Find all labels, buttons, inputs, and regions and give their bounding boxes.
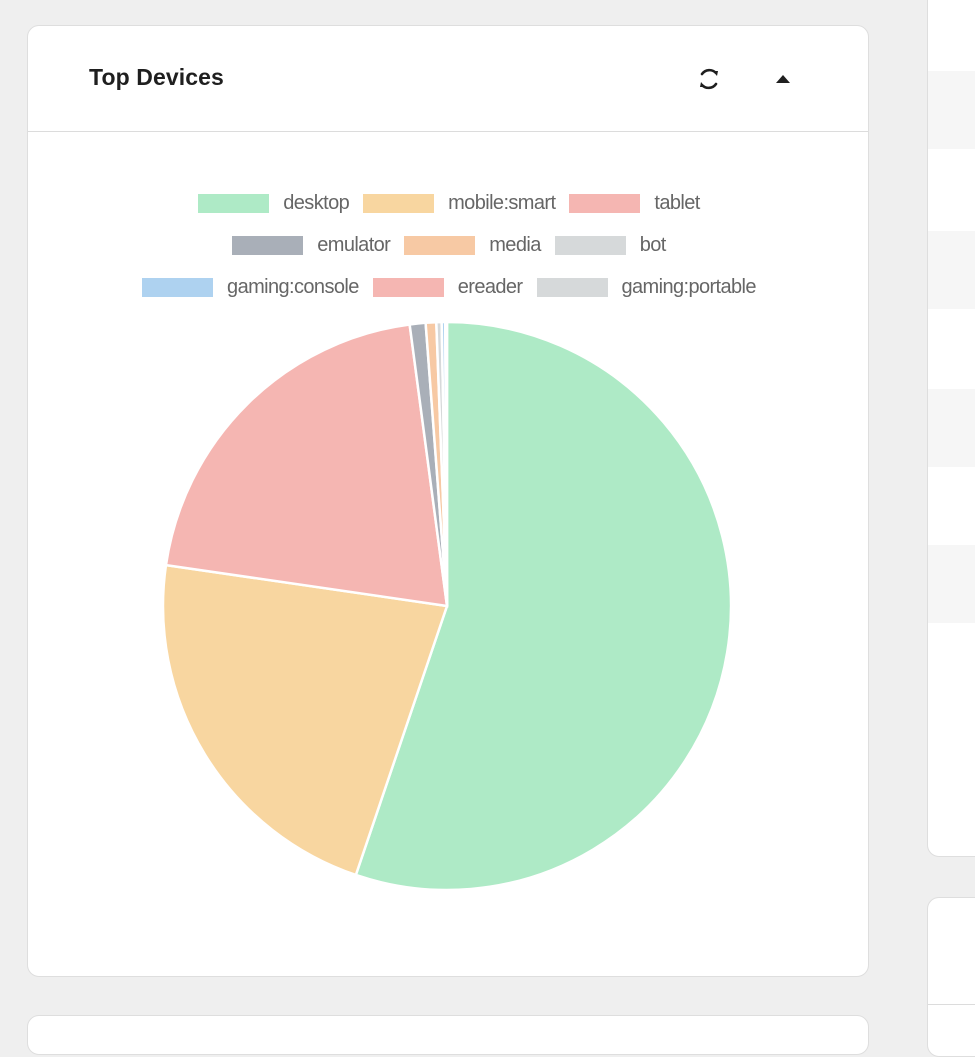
pie-chart <box>161 320 733 892</box>
collapse-button[interactable] <box>768 64 798 94</box>
table-row <box>928 71 975 149</box>
legend-item[interactable]: gaming:portable <box>536 276 757 299</box>
refresh-icon <box>700 68 718 90</box>
legend-swatch <box>198 194 270 213</box>
legend-swatch <box>363 194 435 213</box>
legend-swatch <box>404 236 476 255</box>
refresh-button[interactable] <box>694 64 724 94</box>
legend-label: ereader <box>457 276 523 298</box>
legend-label: emulator <box>317 234 391 256</box>
legend-row: desktop mobile:smart tablet <box>28 192 870 215</box>
legend-item[interactable]: desktop <box>198 192 350 215</box>
legend-swatch <box>569 194 641 213</box>
table-row <box>928 389 975 467</box>
legend-item[interactable]: media <box>404 234 541 257</box>
legend-label: mobile:smart <box>448 192 556 214</box>
pie-slice-desktop[interactable] <box>354 320 733 892</box>
legend-item[interactable]: emulator <box>232 234 391 257</box>
legend-label: gaming:portable <box>621 276 757 298</box>
legend-label: media <box>489 234 541 256</box>
pie-slice-tablet[interactable] <box>164 323 449 608</box>
legend-item[interactable]: ereader <box>372 276 523 299</box>
side-card <box>927 0 975 857</box>
legend-swatch <box>142 278 214 297</box>
legend-label: gaming:console <box>227 276 359 298</box>
legend-swatch <box>554 236 626 255</box>
table-row <box>928 231 975 309</box>
legend-item[interactable]: gaming:console <box>142 276 359 299</box>
legend-swatch <box>372 278 444 297</box>
legend-label: tablet <box>654 192 700 214</box>
top-devices-card: Top Devices desktop mobile:smart tablet emu… <box>27 25 869 977</box>
legend-swatch <box>536 278 608 297</box>
pie-slice-mobile-smart[interactable] <box>161 563 449 877</box>
divider <box>928 1004 975 1005</box>
legend-item[interactable]: tablet <box>569 192 700 215</box>
side-card <box>927 897 975 1057</box>
table-row <box>928 545 975 623</box>
pie-slice-gaming-portable[interactable] <box>444 320 449 607</box>
legend-item[interactable]: bot <box>554 234 667 257</box>
legend-row: gaming:console ereader gaming:portable <box>28 276 870 299</box>
card-header: Top Devices <box>28 26 868 132</box>
legend-swatch <box>232 236 304 255</box>
caret-up-icon <box>776 75 790 83</box>
legend-item[interactable]: mobile:smart <box>363 192 556 215</box>
next-card <box>27 1015 869 1055</box>
card-title: Top Devices <box>89 64 224 90</box>
legend-label: bot <box>639 234 667 256</box>
legend-row: emulator media bot <box>28 234 870 257</box>
legend-label: desktop <box>283 192 350 214</box>
